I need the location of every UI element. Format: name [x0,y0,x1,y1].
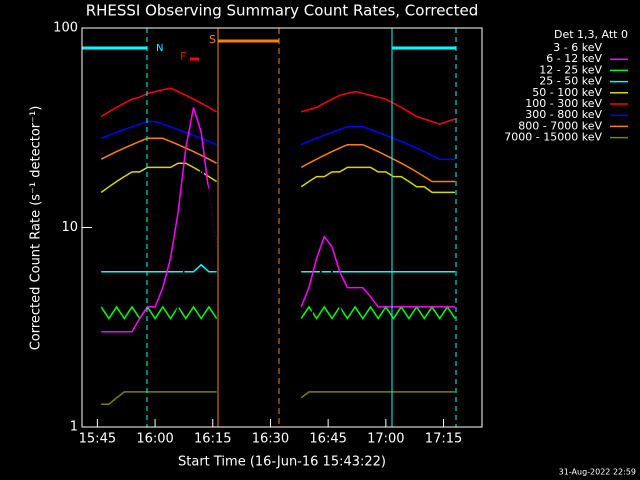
x-tick-label: 15:45 [79,432,116,447]
series-line [100,137,456,183]
footer: 31-Aug-2022 22:59 [559,468,636,477]
series-line [101,263,456,273]
y-tick-label: 1 [70,420,78,435]
x-tick-label: 17:15 [425,432,462,447]
legend-label: 800 - 7000 keV [518,119,602,132]
legend-label: 25 - 50 keV [539,75,602,88]
series-line [101,107,456,333]
night-label: N [156,43,163,54]
saa-label: S [209,33,216,46]
y-tick-label: 10 [61,220,78,235]
legend-label: 6 - 12 keV [546,52,602,65]
chart-title: RHESSI Observing Summary Count Rates, Co… [86,2,479,20]
annotations: N S F [82,28,457,427]
legend-label: 50 - 100 keV [532,86,602,99]
series-line [100,120,456,160]
x-tick-label: 17:00 [367,432,404,447]
plot-area [100,87,456,406]
series-line [100,305,456,320]
x-tick-label: 16:00 [136,432,173,447]
series-line [100,87,456,125]
x-tick-label: 16:45 [309,432,346,447]
flare-label: F [180,50,186,63]
y-axis-label: Corrected Count Rate (s⁻¹ detector⁻¹) [29,106,44,351]
legend-label: 12 - 25 keV [539,63,602,76]
x-tick-label: 16:15 [194,432,231,447]
series-line [101,391,456,406]
legend-label: 300 - 800 keV [525,108,602,121]
y-tick-label: 100 [53,21,78,36]
x-tick-label: 16:30 [252,432,289,447]
legend-label: 3 - 6 keV [553,41,602,54]
series-line [101,167,456,368]
series-line [100,162,456,194]
legend-label: 7000 - 15000 keV [504,131,602,144]
legend-label: 100 - 300 keV [525,97,602,110]
legend-title: Det 1,3, Att 0 [554,28,628,41]
x-axis-label: Start Time (16-Jun-16 15:43:22) [178,455,386,470]
